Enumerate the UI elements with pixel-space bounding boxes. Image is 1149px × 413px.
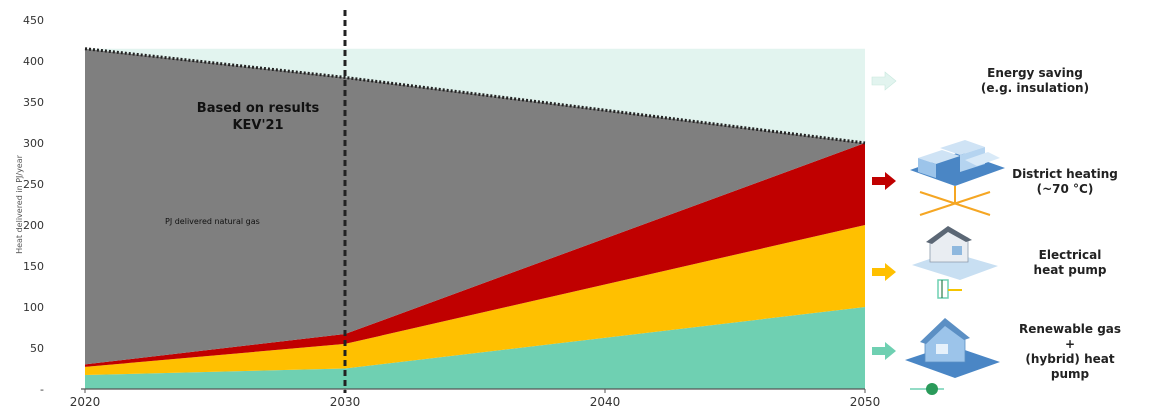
- x-tick-label: 2050: [850, 395, 881, 409]
- hybrid-heat-pump-house-icon: [905, 318, 1000, 395]
- legend-arrow: [872, 342, 896, 360]
- y-tick-label: 150: [23, 260, 44, 273]
- y-tick-label: 250: [23, 178, 44, 191]
- district-heating-houses-icon: [910, 140, 1005, 216]
- y-tick-label: -: [40, 383, 44, 396]
- area-label-natural-gas: PJ delivered natural gas: [165, 217, 260, 226]
- legend-arrow: [871, 71, 897, 91]
- area-electrical-heat-pump: [85, 225, 865, 376]
- total-demand-line: [84, 47, 866, 145]
- area-pj-delivered-natural-gas: [85, 48, 865, 365]
- legend-label-energy-saving: Energy saving (e.g. insulation): [980, 66, 1090, 95]
- legend-label-renewable-gas: Renewable gas + (hybrid) heat pump: [1018, 322, 1122, 381]
- y-tick-label: 50: [30, 342, 44, 355]
- electric-heat-pump-house-icon: [912, 226, 998, 299]
- y-axis-title: Heat delivered in PJ/year: [15, 154, 24, 254]
- x-tick-label: 2040: [590, 395, 621, 409]
- legend-arrow: [872, 263, 896, 281]
- legend-arrow: [872, 172, 896, 190]
- area-energy-saving-e-g-insulation: [85, 48, 865, 144]
- y-tick-label: 450: [23, 14, 44, 27]
- annotation-line: Based on results: [197, 101, 320, 116]
- legend-label-electrical-heat-pump: Electrical heat pump: [1033, 248, 1107, 277]
- y-tick-label: 100: [23, 301, 44, 314]
- annotation-line: KEV'21: [232, 118, 283, 133]
- x-tick-label: 2020: [70, 395, 101, 409]
- legend-label-district-heating: District heating (~70 °C): [1012, 167, 1118, 196]
- y-tick-label: 300: [23, 137, 44, 150]
- area-district-heating-70-c: [85, 143, 865, 367]
- x-tick-label: 2030: [330, 395, 361, 409]
- y-tick-label: 400: [23, 55, 44, 68]
- y-tick-label: 200: [23, 219, 44, 232]
- y-tick-label: 350: [23, 96, 44, 109]
- area-renewable-gas-hybrid-heat-pump: [85, 307, 865, 389]
